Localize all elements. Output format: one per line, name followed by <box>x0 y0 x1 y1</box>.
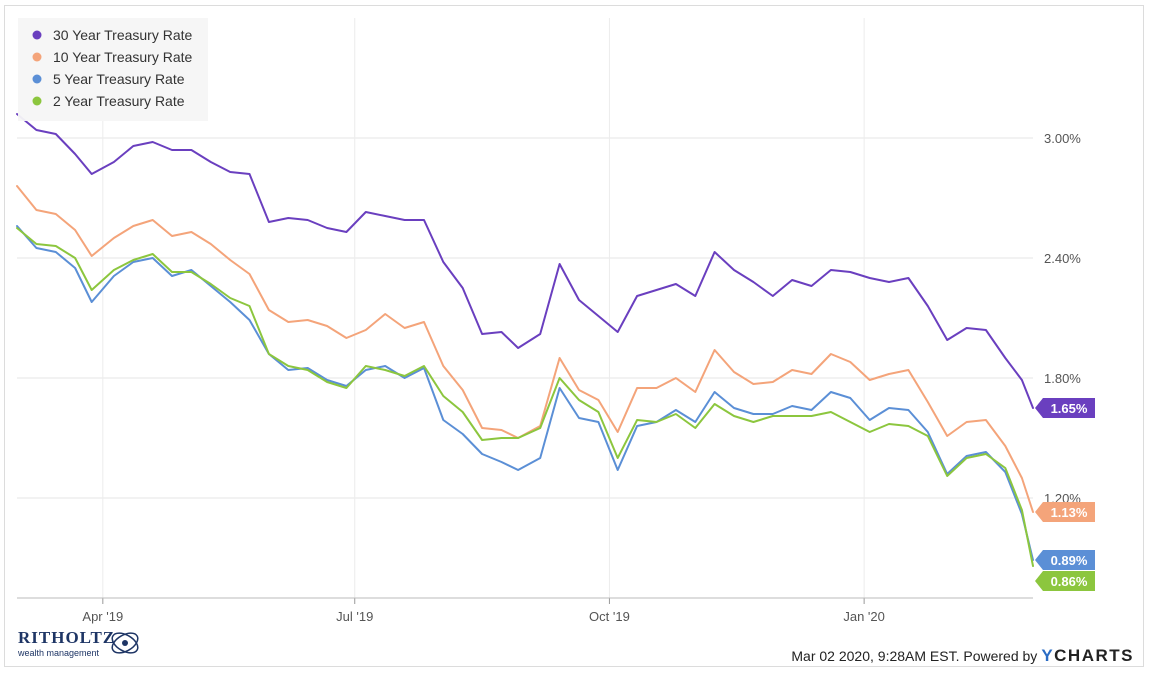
ritholtz-logo: RITHOLTZ wealth management <box>18 628 148 662</box>
x-tick-label: Apr '19 <box>82 609 123 624</box>
end-value-label: 1.65% <box>1051 401 1088 416</box>
end-label-tag <box>1035 502 1095 522</box>
grid-layer: 1.20%1.80%2.40%3.00%Apr '19 Jul '19 Oct '1… <box>17 18 1081 624</box>
legend-label: 10 Year Treasury Rate <box>53 49 193 65</box>
legend-marker <box>32 30 42 40</box>
series-line-2 <box>16 185 1034 513</box>
legend-label: 2 Year Treasury Rate <box>53 93 185 109</box>
end-label-tag <box>1035 571 1095 591</box>
end-label-tag <box>1035 550 1095 570</box>
logo-emblem-icon <box>111 632 139 654</box>
legend-label: 30 Year Treasury Rate <box>53 27 193 43</box>
end-label-tag <box>1035 398 1095 418</box>
end-value-label: 1.13% <box>1051 505 1088 520</box>
ycharts-logo-rest: CHARTS <box>1054 646 1134 665</box>
legend-label: 5 Year Treasury Rate <box>53 71 185 87</box>
legend-marker <box>32 96 42 106</box>
series-line-3 <box>16 225 1034 561</box>
end-value-label: 0.89% <box>1051 553 1088 568</box>
x-tick-label: Jul '19 <box>336 609 373 624</box>
timestamp-text: Mar 02 2020, 9:28AM EST. Powered by <box>791 648 1038 664</box>
series-line-4 <box>16 227 1034 567</box>
ycharts-logo-y: Y <box>1041 646 1055 665</box>
series-layer <box>16 113 1034 567</box>
legend-marker <box>32 52 42 62</box>
legend-background <box>18 18 208 121</box>
end-value-label: 0.86% <box>1051 574 1088 589</box>
y-tick-label: 3.00% <box>1044 131 1081 146</box>
logo-name: RITHOLTZ <box>18 628 116 647</box>
x-tick-label: Jan '20 <box>843 609 885 624</box>
chart-frame <box>4 5 1144 667</box>
legend: 30 Year Treasury Rate 10 Year Treasury Ra… <box>18 18 208 121</box>
ycharts-logo: YCHARTS <box>1041 646 1134 666</box>
series-line-1 <box>16 113 1034 409</box>
y-tick-label: 1.80% <box>1044 371 1081 386</box>
logo-subtitle: wealth management <box>18 648 100 658</box>
y-tick-label: 2.40% <box>1044 251 1081 266</box>
end-label-layer: 1.65% 1.13% 0.89% 0.86% <box>1035 398 1095 591</box>
legend-marker <box>32 74 42 84</box>
x-tick-label: Oct '19 <box>589 609 630 624</box>
footer-attribution: Mar 02 2020, 9:28AM EST. Powered by YCHA… <box>791 646 1134 666</box>
